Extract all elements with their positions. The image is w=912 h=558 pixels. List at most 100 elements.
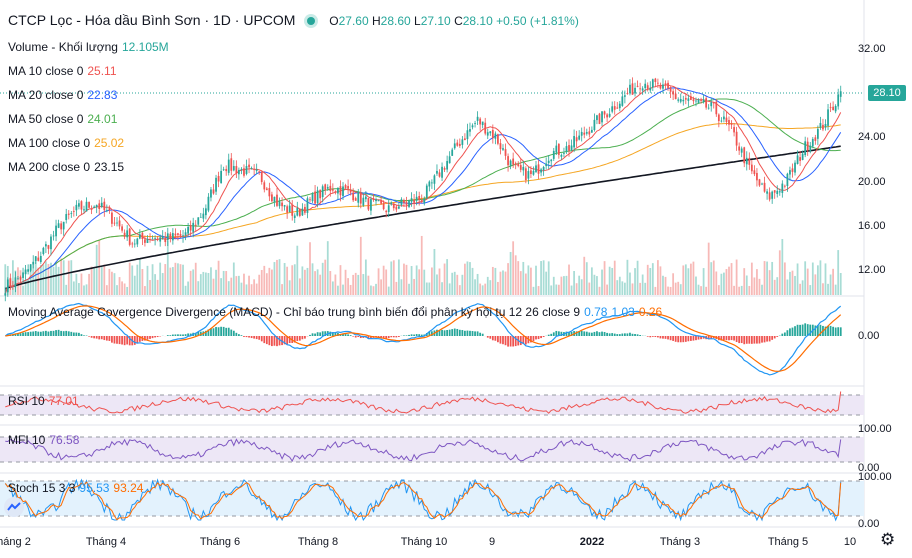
legend-ma100[interactable]: MA 100 close 0 25.02 — [8, 136, 124, 150]
macd-histogram-bar — [552, 332, 555, 336]
volume-bar — [281, 284, 283, 295]
volume-bar — [377, 268, 380, 295]
macd-histogram-bar — [250, 336, 253, 339]
ma100-line — [4, 123, 841, 294]
candle-body — [527, 171, 530, 179]
macd-histogram-bar — [590, 332, 593, 336]
candle-body — [441, 166, 443, 178]
macd-histogram-bar — [504, 336, 507, 346]
candle-body — [227, 159, 230, 173]
volume-bar — [263, 265, 266, 295]
candle-body — [550, 159, 553, 162]
volume-bar — [766, 261, 768, 295]
volume-bar — [273, 262, 276, 295]
legend-ma200[interactable]: MA 200 close 0 23.15 — [8, 160, 124, 174]
candle-body — [88, 202, 90, 208]
volume-bar — [255, 283, 258, 295]
settings-gear-icon[interactable]: ⚙ — [880, 530, 896, 549]
macd-histogram-bar — [377, 336, 380, 338]
candle-body — [499, 143, 502, 150]
candle-body — [560, 154, 563, 157]
volume-bar — [789, 271, 791, 295]
macd-histogram-bar — [796, 324, 799, 336]
volume-bar — [491, 266, 494, 295]
candle-body — [263, 182, 266, 190]
volume-bar — [370, 285, 372, 295]
candle-body — [271, 194, 273, 202]
macd-histogram-bar — [177, 334, 179, 336]
legend-rsi[interactable]: RSI 10 77.01 — [8, 394, 79, 408]
candle-body — [52, 235, 55, 237]
candle-body — [326, 187, 329, 189]
volume-bar — [603, 261, 606, 295]
macd-histogram-bar — [19, 333, 22, 336]
candle-body — [258, 171, 261, 173]
macd-histogram-bar — [781, 333, 784, 336]
macd-histogram-bar — [794, 326, 796, 336]
candle-body — [466, 130, 469, 140]
legend-ma20[interactable]: MA 20 close 0 22.83 — [8, 88, 117, 102]
y-tick-price: 16.00 — [858, 220, 886, 232]
candle-body — [451, 149, 454, 156]
macd-histogram-bar — [316, 332, 319, 336]
macd-histogram-bar — [215, 327, 217, 336]
macd-histogram-bar — [502, 336, 504, 345]
candle-body — [611, 106, 614, 112]
candle-body — [649, 87, 652, 91]
macd-histogram-bar — [22, 332, 24, 336]
tradingview-logo-icon[interactable] — [4, 497, 24, 517]
macd-histogram-bar — [601, 331, 603, 336]
volume-bar — [136, 264, 139, 295]
legend-volume[interactable]: Volume - Khối lượng 12.105M — [8, 40, 169, 54]
macd-histogram-bar — [149, 336, 151, 339]
macd-histogram-bar — [235, 332, 238, 336]
macd-histogram-bar — [748, 336, 751, 344]
macd-histogram-bar — [659, 336, 662, 339]
macd-histogram-bar — [301, 336, 304, 340]
volume-bar — [537, 286, 540, 295]
macd-histogram-bar — [629, 332, 631, 336]
candle-body — [230, 158, 233, 171]
volume-bar — [461, 274, 464, 295]
macd-histogram-bar — [740, 336, 743, 344]
volume-bar — [806, 268, 809, 295]
volume-bar — [50, 262, 52, 295]
candle-body — [517, 163, 520, 166]
legend-macd-hist-value: 0.26 — [638, 305, 663, 319]
candle-body — [281, 202, 283, 207]
candle-body — [832, 106, 835, 111]
legend-macd[interactable]: Moving Average Covergence Divergence (MA… — [8, 305, 662, 319]
volume-bar — [684, 264, 687, 295]
volume-bar — [397, 259, 400, 295]
volume-bar — [243, 273, 245, 295]
candle-body — [123, 232, 126, 237]
volume-bar — [27, 279, 30, 295]
volume-bar — [108, 268, 111, 295]
low-value: 27.10 — [420, 14, 451, 28]
volume-bar — [682, 265, 685, 295]
volume-bar — [75, 273, 78, 295]
legend-stoch[interactable]: Stoch 15 3 3 95.53 93.24 — [8, 481, 143, 495]
candle-body — [408, 200, 410, 207]
volume-bar — [314, 271, 316, 295]
volume-bar — [593, 274, 596, 295]
symbol-title[interactable]: CTCP Lọc - Hóa dầu Bình Sơn · 1D · UPCOM — [8, 12, 296, 28]
volume-bar — [504, 271, 507, 295]
stoch-k-line — [4, 478, 842, 522]
legend-rsi-label: RSI 10 — [8, 394, 45, 408]
legend-ma50[interactable]: MA 50 close 0 24.01 — [8, 112, 117, 126]
macd-histogram-bar — [314, 333, 316, 336]
legend-mfi[interactable]: MFI 10 76.58 — [8, 433, 79, 447]
candle-body — [542, 167, 545, 171]
volume-bar — [352, 274, 355, 295]
candle-body — [177, 233, 179, 235]
volume-bar — [486, 276, 489, 295]
legend-ma10[interactable]: MA 10 close 0 25.11 — [8, 64, 117, 78]
candle-body — [583, 132, 586, 135]
candle-body — [479, 118, 482, 125]
macd-histogram-bar — [415, 334, 418, 336]
candle-body — [578, 135, 581, 140]
volume-bar — [479, 283, 482, 295]
candle-body — [464, 138, 466, 140]
